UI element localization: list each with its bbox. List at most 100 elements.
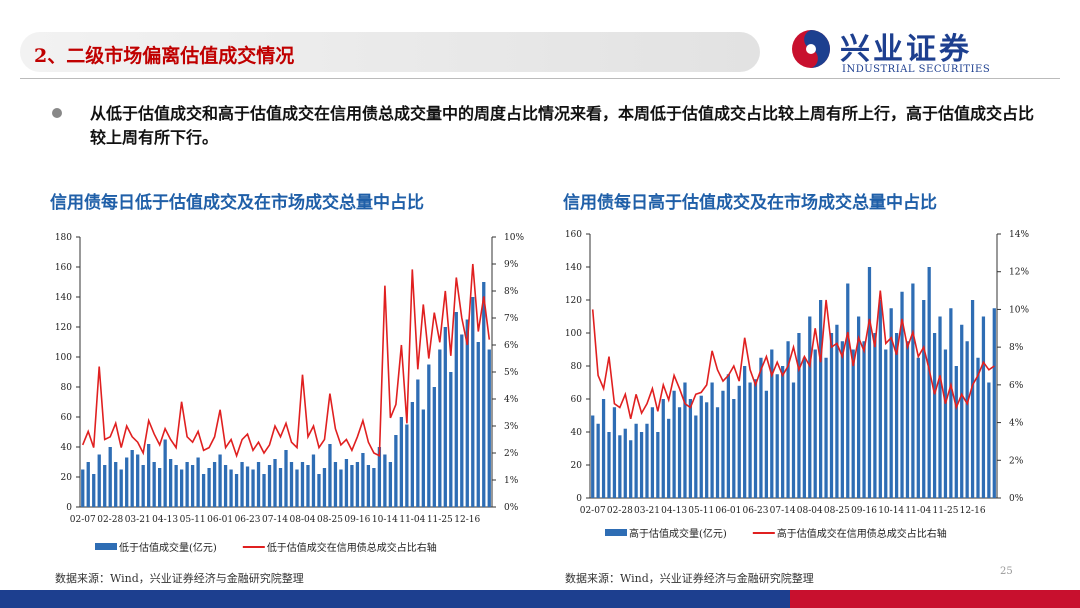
bar xyxy=(377,447,382,507)
bar xyxy=(878,300,882,498)
x-tick-label: 06-23 xyxy=(235,515,261,525)
bar xyxy=(179,469,184,507)
bar xyxy=(591,415,595,498)
bar xyxy=(976,357,980,498)
bar xyxy=(278,468,283,507)
bar xyxy=(965,341,969,498)
x-tick-label: 04-13 xyxy=(152,515,178,525)
y2-tick-label: 8% xyxy=(1009,343,1024,353)
bar xyxy=(922,300,926,498)
page-number: 25 xyxy=(1000,566,1013,577)
x-tick-label: 10-14 xyxy=(878,506,904,516)
bar xyxy=(688,399,693,498)
x-tick-label: 12-16 xyxy=(454,515,480,525)
bar xyxy=(399,417,404,507)
bar xyxy=(234,474,239,507)
bar xyxy=(829,333,834,498)
bar xyxy=(158,468,162,507)
y-tick-label: 100 xyxy=(55,353,72,363)
bar xyxy=(163,439,167,507)
bar xyxy=(328,444,332,507)
bar xyxy=(694,415,698,498)
bar xyxy=(212,462,217,507)
x-tick-label: 09-16 xyxy=(851,506,877,516)
y2-tick-label: 6% xyxy=(504,341,519,351)
bar xyxy=(732,399,736,498)
chart-title: 信用债每日高于估值成交及在市场成交总量中占比 xyxy=(563,192,937,213)
bar xyxy=(317,474,321,507)
bar xyxy=(114,462,118,507)
bar xyxy=(992,308,996,498)
y-tick-label: 40 xyxy=(571,428,583,438)
y-tick-label: 60 xyxy=(61,413,73,423)
bar xyxy=(781,366,785,498)
x-tick-label: 05-11 xyxy=(180,515,206,525)
bar xyxy=(311,454,316,507)
bar xyxy=(454,312,458,507)
header-rule xyxy=(20,78,1060,79)
x-tick-label: 08-25 xyxy=(317,515,343,525)
y-tick-label: 60 xyxy=(571,395,583,405)
bar xyxy=(273,459,277,507)
y2-tick-label: 0% xyxy=(504,503,519,513)
x-tick-label: 07-14 xyxy=(770,506,796,516)
bar xyxy=(394,435,398,507)
y-tick-label: 140 xyxy=(565,263,582,273)
bar xyxy=(737,385,741,498)
y-tick-label: 120 xyxy=(565,296,582,306)
bar xyxy=(361,453,365,507)
bar xyxy=(786,341,790,498)
bar xyxy=(672,390,676,498)
bar xyxy=(911,283,915,498)
bar xyxy=(482,282,486,507)
bar xyxy=(819,300,823,498)
bar xyxy=(471,297,475,507)
bar xyxy=(743,366,747,498)
bar xyxy=(322,468,327,507)
y2-tick-label: 10% xyxy=(1009,305,1029,315)
x-tick-label: 05-11 xyxy=(688,506,714,516)
bar xyxy=(873,333,877,498)
x-tick-label: 03-21 xyxy=(125,515,151,525)
bar xyxy=(416,379,420,507)
bar xyxy=(405,424,409,507)
bar xyxy=(775,374,779,498)
bar xyxy=(487,349,491,507)
x-tick-label: 02-28 xyxy=(607,506,633,516)
x-tick-label: 07-14 xyxy=(262,515,288,525)
y-tick-label: 120 xyxy=(55,323,72,333)
source-note: 数据来源：Wind，兴业证券经济与金融研究院整理 xyxy=(55,571,304,585)
bar xyxy=(339,469,343,507)
bar xyxy=(894,333,899,498)
bar xyxy=(656,432,660,498)
bar xyxy=(289,462,294,507)
bar xyxy=(86,462,90,507)
bar xyxy=(808,316,812,498)
y2-tick-label: 2% xyxy=(504,449,519,459)
bar xyxy=(813,349,817,498)
bar xyxy=(960,324,964,498)
bar xyxy=(306,465,310,507)
y2-tick-label: 14% xyxy=(1009,230,1029,240)
y-tick-label: 80 xyxy=(571,362,583,372)
bar xyxy=(683,382,687,498)
bar xyxy=(905,341,910,498)
bar xyxy=(715,407,720,498)
bar xyxy=(629,440,633,498)
bar xyxy=(867,267,872,498)
bar xyxy=(932,333,937,498)
bar xyxy=(699,395,703,498)
bar xyxy=(438,349,442,507)
bar xyxy=(218,454,222,507)
legend-label: 低于估值成交在信用债总成交占比右轴 xyxy=(267,541,437,554)
footer-blue xyxy=(0,590,790,608)
y-tick-label: 140 xyxy=(55,293,72,303)
y-tick-label: 20 xyxy=(61,473,73,483)
bar xyxy=(601,399,606,498)
bar xyxy=(460,334,464,507)
y-tick-label: 0 xyxy=(66,503,72,513)
legend-swatch xyxy=(605,529,627,536)
x-tick-label: 11-25 xyxy=(932,506,958,516)
bar xyxy=(802,357,806,498)
bar xyxy=(432,387,436,507)
